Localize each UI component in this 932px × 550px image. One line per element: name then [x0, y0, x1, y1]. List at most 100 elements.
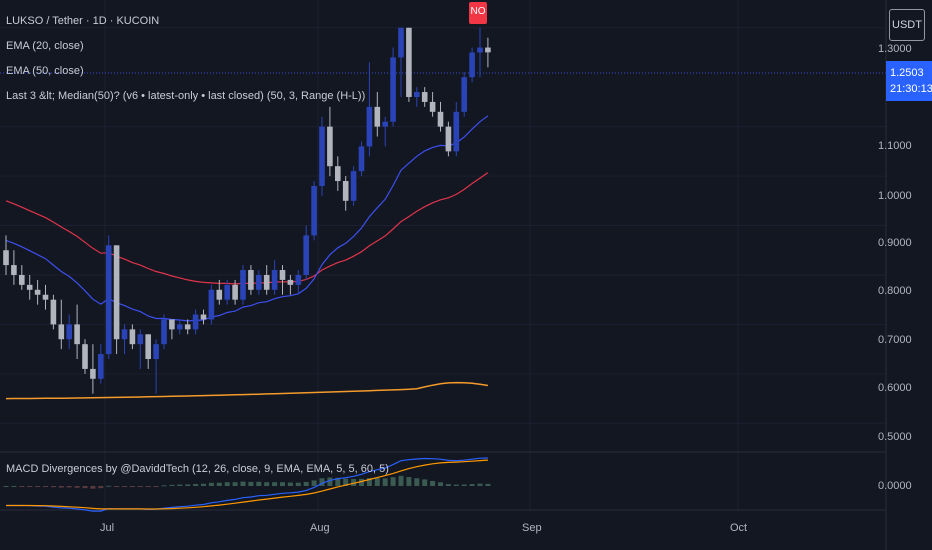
candle-body: [248, 270, 254, 290]
price-axis-label: 1.1000: [878, 140, 912, 152]
candle-body: [200, 314, 207, 320]
ema50-line: [5, 172, 489, 285]
macd-histogram-bar: [201, 483, 206, 486]
candle-body: [82, 344, 88, 369]
candle-body: [113, 245, 120, 340]
candle-body: [192, 314, 199, 330]
candle-body: [342, 181, 349, 201]
macd-histogram-bar: [58, 486, 64, 488]
macd-histogram-bar: [185, 484, 191, 486]
candle-body: [169, 319, 175, 330]
macd-histogram-bar: [82, 486, 88, 489]
candle-body: [390, 57, 396, 122]
macd-histogram-bar: [398, 475, 404, 486]
candle-body: [98, 354, 104, 379]
candle-body: [184, 324, 191, 330]
macd-histogram-bar: [303, 481, 309, 486]
candle-body: [26, 284, 33, 290]
macd-histogram-bar: [461, 484, 467, 486]
macd-histogram-bar: [153, 486, 159, 487]
candle-body: [11, 265, 17, 275]
candle-body: [161, 319, 167, 345]
candle-body: [485, 47, 491, 53]
candle-body: [335, 166, 341, 182]
ema20-legend[interactable]: EMA (20, close): [6, 40, 84, 52]
macd-histogram-bar: [98, 486, 104, 489]
candle-body: [121, 329, 128, 340]
candle-body: [327, 126, 333, 167]
candle-body: [303, 235, 309, 275]
macd-histogram-bar: [430, 480, 436, 486]
signal-badge: NO: [469, 2, 487, 24]
macd-histogram-bar: [351, 478, 357, 486]
candle-body: [311, 185, 317, 236]
macd-histogram-bar: [224, 482, 230, 486]
candle-body: [295, 274, 302, 285]
candle-body: [129, 329, 136, 345]
macd-histogram-bar: [248, 481, 254, 486]
macd-histogram-bar: [469, 484, 475, 486]
candle-body: [453, 111, 460, 152]
macd-histogram-bar: [319, 478, 325, 486]
macd-histogram-bar: [240, 481, 246, 486]
currency-unit-button[interactable]: USDT: [889, 9, 925, 41]
candle-body: [271, 270, 278, 290]
macd-histogram-bar: [406, 477, 412, 486]
candle-body: [105, 245, 112, 355]
candle-body: [319, 126, 325, 186]
grid-lines: [0, 0, 886, 510]
candle-body: [256, 274, 262, 290]
macd-histogram-bar: [145, 486, 151, 487]
macd-histogram-bar: [208, 482, 214, 486]
candle-body: [469, 52, 475, 78]
candle-body: [398, 27, 404, 58]
macd-histogram-bar: [485, 483, 491, 486]
macd-histogram-bar: [374, 478, 380, 486]
ema20-line: [5, 115, 489, 322]
candle-body: [429, 101, 436, 112]
macd-histogram-bar: [343, 478, 349, 486]
candle-body: [3, 250, 9, 266]
candle-body: [66, 324, 72, 340]
price-axis-label: 0.7000: [878, 334, 912, 346]
candle-body: [58, 324, 65, 340]
macd-histogram-bar: [453, 484, 459, 486]
median-indicator-legend[interactable]: Last 3 &lt; Median(50)? (v6 • latest-onl…: [6, 90, 366, 102]
macd-histogram-bar: [122, 486, 127, 487]
candle-body: [240, 270, 246, 300]
macd-signal-line: [6, 459, 488, 510]
macd-histogram-bar: [50, 486, 56, 488]
macd-histogram-bar: [27, 486, 33, 487]
macd-histogram-bar: [137, 486, 143, 487]
candle-body: [279, 270, 286, 280]
macd-legend[interactable]: MACD Divergences by @DaviddTech (12, 26,…: [6, 463, 389, 475]
price-axis-label: 0.9000: [878, 237, 912, 249]
macd-histogram-bar: [414, 478, 420, 486]
candle-body: [461, 77, 467, 112]
macd-histogram-bar: [287, 482, 293, 486]
symbol-title[interactable]: LUKSO / Tether · 1D · KUCOIN: [6, 15, 160, 27]
macd-histogram-bar: [359, 478, 364, 486]
macd-histogram-bar: [295, 482, 301, 486]
candle-body: [232, 284, 238, 300]
candle-body: [437, 111, 444, 127]
current-price-tag: 1.2503 21:30:13: [886, 61, 932, 101]
candle-body: [208, 289, 215, 320]
candle-body: [477, 47, 483, 53]
candle-body: [137, 334, 144, 345]
macd-histogram-bar: [43, 486, 48, 487]
price-axis-label: 0.6000: [878, 382, 912, 394]
macd-histogram-bar: [477, 483, 483, 486]
candle-body: [263, 274, 270, 290]
time-axis-label: Jul: [100, 522, 115, 534]
macd-histogram-bar: [422, 479, 428, 486]
macd-histogram-bar: [90, 486, 96, 489]
ema50-legend[interactable]: EMA (50, close): [6, 65, 84, 77]
macd-histogram-bar: [177, 484, 183, 486]
macd-histogram-bar: [445, 484, 451, 486]
time-axis-label: Aug: [310, 522, 330, 534]
long-ma-line: [5, 381, 489, 400]
candle-body: [421, 92, 428, 102]
candle-body: [414, 92, 420, 97]
